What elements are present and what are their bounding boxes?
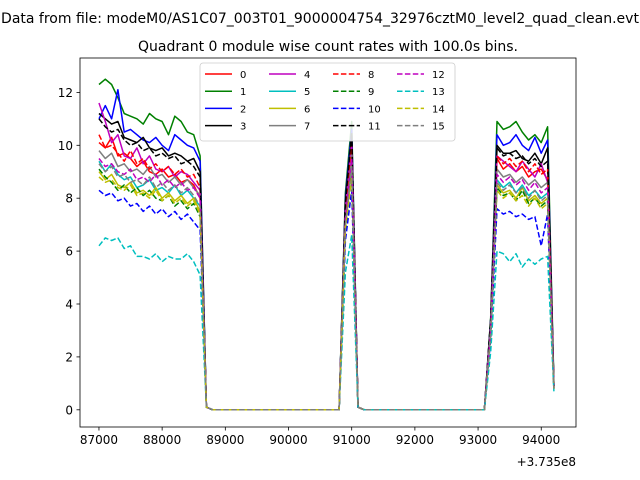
- y-tick-label: 6: [65, 245, 73, 259]
- y-tick-label: 0: [65, 403, 73, 417]
- x-tick-label: 88000: [143, 433, 181, 447]
- plot-frame: [79, 57, 577, 428]
- y-tick-label: 12: [58, 86, 73, 100]
- legend-label-14: 14: [432, 104, 445, 115]
- legend-box: [199, 62, 456, 142]
- x-tick-label: 92000: [396, 433, 434, 447]
- legend-label-9: 9: [368, 87, 374, 98]
- x-tick-label: 91000: [333, 433, 371, 447]
- figure-suptitle: Data from file: modeM0/AS1C07_003T01_900…: [1, 11, 639, 27]
- legend-label-8: 8: [368, 70, 374, 81]
- x-tick-label: 87000: [80, 433, 118, 447]
- series-line-15: [98, 163, 555, 411]
- y-tick-label: 8: [65, 192, 73, 206]
- axis-layer: 87000 88000 89000 90000 91000 92000 93000 94000…: [58, 57, 577, 447]
- x-tick-label: 93000: [459, 433, 497, 447]
- legend-label-12: 12: [432, 70, 445, 81]
- y-tick-label: 10: [58, 139, 73, 153]
- legend-label-2: 2: [240, 104, 246, 115]
- legend-label-13: 13: [432, 87, 445, 98]
- x-tick-label: 90000: [269, 433, 307, 447]
- chart-title: Quadrant 0 module wise count rates with …: [138, 39, 518, 55]
- legend-label-10: 10: [368, 104, 381, 115]
- x-offset-label: +3.735e8: [517, 455, 576, 469]
- legend-label-0: 0: [240, 70, 246, 81]
- legend-label-1: 1: [240, 87, 246, 98]
- y-tick-label: 2: [65, 350, 73, 364]
- legend-label-15: 15: [432, 122, 445, 133]
- x-tick-label: 89000: [206, 433, 244, 447]
- legend-label-6: 6: [304, 104, 310, 115]
- legend-label-4: 4: [304, 70, 310, 81]
- legend-label-11: 11: [368, 122, 381, 133]
- legend-label-5: 5: [304, 87, 310, 98]
- x-tick-label: 94000: [522, 433, 560, 447]
- series-layer: [98, 78, 555, 411]
- legend-label-7: 7: [304, 122, 310, 133]
- y-tick-label: 4: [65, 298, 73, 312]
- series-line-10: [98, 189, 555, 411]
- legend-label-3: 3: [240, 122, 246, 133]
